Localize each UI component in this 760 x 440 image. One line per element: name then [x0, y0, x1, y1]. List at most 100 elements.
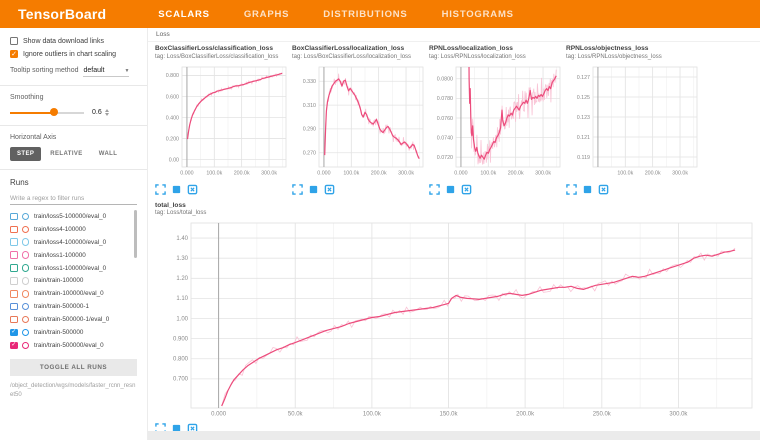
smoothing-slider[interactable] [10, 107, 84, 117]
svg-text:0.0740: 0.0740 [437, 135, 453, 141]
run-list-item[interactable]: train/loss5-100000/eval_0 [10, 210, 137, 223]
smoothing-stepper[interactable] [105, 109, 109, 116]
svg-text:300.0k: 300.0k [672, 170, 688, 176]
line-chart[interactable]: 0.000100.0k200.0k300.0k0.07200.07400.076… [429, 62, 565, 182]
svg-text:200.0k: 200.0k [516, 411, 535, 417]
checkbox-icon[interactable] [10, 37, 18, 45]
run-color-circle-icon[interactable] [22, 213, 30, 221]
run-name: train/train-100000/eval_0 [34, 290, 104, 297]
run-checkbox-icon[interactable] [10, 251, 18, 259]
pin-card-icon[interactable] [308, 184, 319, 195]
slider-thumb[interactable] [50, 108, 58, 116]
fit-domain-icon[interactable] [461, 184, 472, 195]
expand-icon[interactable] [292, 184, 303, 195]
run-list-item[interactable]: train/loss1-100000/eval_0 [10, 262, 137, 275]
run-list-item[interactable]: ✓ train/train-500000 [10, 326, 137, 339]
expand-icon[interactable] [155, 184, 166, 195]
tab-scalars[interactable]: SCALARS [158, 5, 210, 24]
run-color-circle-icon[interactable] [22, 251, 30, 259]
run-color-circle-icon[interactable] [22, 316, 30, 324]
run-checkbox-icon[interactable] [10, 290, 18, 298]
tab-histograms[interactable]: HISTOGRAMS [442, 5, 514, 24]
expand-icon[interactable] [566, 184, 577, 195]
pin-card-icon[interactable] [171, 184, 182, 195]
tag-group-label[interactable]: Loss [148, 28, 760, 42]
run-name: train/train-500000/eval_0 [34, 342, 104, 349]
svg-text:200.0k: 200.0k [508, 170, 524, 176]
run-color-circle-icon[interactable] [22, 329, 30, 337]
run-checkbox-icon[interactable] [10, 226, 18, 234]
svg-text:300.0k: 300.0k [261, 170, 277, 176]
pin-card-icon[interactable] [445, 184, 456, 195]
fit-domain-icon[interactable] [598, 184, 609, 195]
svg-text:0.0760: 0.0760 [437, 116, 453, 122]
toggle-all-runs-button[interactable]: TOGGLE ALL RUNS [10, 359, 137, 376]
run-color-circle-icon[interactable] [22, 277, 30, 285]
svg-text:0.0720: 0.0720 [437, 155, 453, 161]
run-checkbox-icon[interactable] [10, 316, 18, 324]
run-checkbox-icon[interactable] [10, 303, 18, 311]
run-list-item[interactable]: ✓ train/train-500000/eval_0 [10, 339, 137, 352]
tab-distributions[interactable]: DISTRIBUTIONS [323, 5, 407, 24]
tooltip-sorting-dropdown[interactable]: default ▼ [83, 67, 129, 77]
svg-text:250.0k: 250.0k [593, 411, 612, 417]
svg-text:0.123: 0.123 [577, 115, 590, 121]
axis-button-relative[interactable]: RELATIVE [43, 147, 89, 161]
expand-icon[interactable] [429, 184, 440, 195]
run-list-item[interactable]: train/train-500000-1/eval_0 [10, 313, 137, 326]
show-download-links-checkbox[interactable]: Show data download links [10, 37, 137, 45]
run-color-circle-icon[interactable] [22, 238, 30, 246]
chevron-down-icon: ▼ [125, 68, 130, 74]
axis-button-wall[interactable]: WALL [92, 147, 125, 161]
spin-down-icon[interactable] [105, 113, 109, 116]
run-list-item[interactable]: train/loss4-100000/eval_0 [10, 236, 137, 249]
divider [0, 125, 147, 126]
run-color-circle-icon[interactable] [22, 226, 30, 234]
run-checkbox-icon[interactable] [10, 277, 18, 285]
run-color-circle-icon[interactable] [22, 290, 30, 298]
chart-card-total_loss: total_loss tag: Loss/total_loss 0.00050.… [155, 202, 759, 434]
run-checkbox-icon[interactable] [10, 213, 18, 221]
chart-tag: tag: Loss/BoxClassifierLoss/classificati… [155, 54, 291, 61]
run-list-item[interactable]: train/loss1-100000 [10, 249, 137, 262]
runs-list-scrollbar[interactable] [134, 210, 137, 258]
ignore-outliers-checkbox[interactable]: ✓ Ignore outliers in chart scaling [10, 50, 137, 58]
tab-graphs[interactable]: GRAPHS [244, 5, 289, 24]
run-name: train/loss4-100000/eval_0 [34, 239, 106, 246]
runs-filter-input[interactable] [10, 193, 137, 205]
line-chart[interactable]: 100.0k200.0k300.0k0.1190.1210.1230.1250.… [566, 62, 702, 182]
svg-text:0.000: 0.000 [454, 170, 467, 176]
run-checkbox-icon[interactable] [10, 238, 18, 246]
svg-text:0.290: 0.290 [303, 126, 316, 132]
svg-text:200.0k: 200.0k [645, 170, 661, 176]
line-chart[interactable]: 0.000100.0k200.0k300.0k0.2700.2900.3100.… [292, 62, 428, 182]
run-color-circle-icon[interactable] [22, 303, 30, 311]
run-list-item[interactable]: train/loss4-100000 [10, 223, 137, 236]
run-checkbox-icon[interactable] [10, 264, 18, 272]
run-list-item[interactable]: train/train-500000-1 [10, 300, 137, 313]
fit-domain-icon[interactable] [187, 184, 198, 195]
svg-text:150.0k: 150.0k [440, 411, 459, 417]
fit-domain-icon[interactable] [324, 184, 335, 195]
tooltip-sorting-label: Tooltip sorting method [10, 67, 78, 74]
spin-up-icon[interactable] [105, 109, 109, 112]
horizontal-scrollbar[interactable] [148, 431, 760, 440]
svg-text:0.0780: 0.0780 [437, 96, 453, 102]
run-list-item[interactable]: train/train-100000 [10, 274, 137, 287]
app-logo: TensorBoard [18, 6, 106, 22]
checkbox-icon[interactable]: ✓ [10, 50, 18, 58]
divider [0, 85, 147, 86]
smoothing-value[interactable]: 0.6 [92, 109, 102, 116]
chart-card-classification_loss: BoxClassifierLoss/classification_loss ta… [155, 45, 291, 195]
pin-card-icon[interactable] [582, 184, 593, 195]
axis-button-step[interactable]: STEP [10, 147, 41, 161]
line-chart[interactable]: 0.00050.0k100.0k150.0k200.0k250.0k300.0k… [155, 219, 760, 421]
svg-text:1.30: 1.30 [176, 255, 188, 261]
svg-text:0.119: 0.119 [577, 155, 590, 161]
run-checkbox-icon[interactable]: ✓ [10, 329, 18, 337]
run-checkbox-icon[interactable]: ✓ [10, 342, 18, 350]
run-color-circle-icon[interactable] [22, 342, 30, 350]
line-chart[interactable]: 0.000100.0k200.0k300.0k0.000.2000.4000.6… [155, 62, 291, 182]
run-list-item[interactable]: train/train-100000/eval_0 [10, 287, 137, 300]
run-color-circle-icon[interactable] [22, 264, 30, 272]
